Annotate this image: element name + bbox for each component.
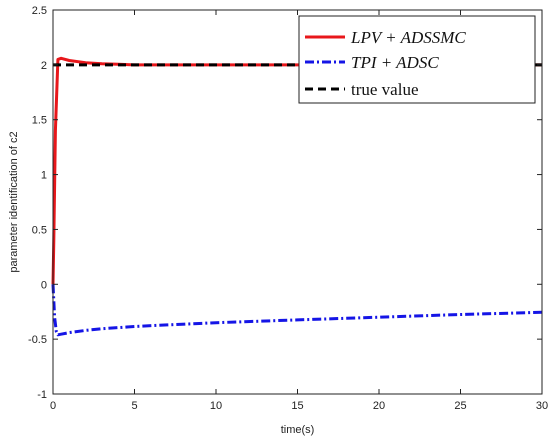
x-tick-label: 10 xyxy=(210,400,222,412)
x-axis-label: time(s) xyxy=(281,424,315,436)
y-tick-label: -0.5 xyxy=(28,334,47,346)
y-tick-label: 1 xyxy=(41,170,47,182)
y-tick-label: 2 xyxy=(41,60,47,72)
legend-label-lpv-adssmc: LPV + ADSSMC xyxy=(350,28,466,47)
y-tick-label: 0.5 xyxy=(32,224,47,236)
ticks: 0 5 10 15 20 25 30 -1 -0.5 0 0.5 1 1.5 2 2.5 xyxy=(28,5,548,412)
x-tick-label: 5 xyxy=(131,400,137,412)
y-axis-label: parameter identification of c2 xyxy=(8,131,20,272)
x-tick-label: 0 xyxy=(50,400,56,412)
legend-label-true-value: true value xyxy=(351,80,419,99)
y-tick-label: 1.5 xyxy=(32,115,47,127)
legend: LPV + ADSSMC TPI + ADSC true value xyxy=(298,15,536,104)
series-line-tpi-adsc xyxy=(51,284,543,337)
x-tick-label: 30 xyxy=(536,400,548,412)
x-tick-label: 20 xyxy=(373,400,385,412)
y-tick-label: 2.5 xyxy=(32,5,47,17)
y-tick-label: 0 xyxy=(41,279,47,291)
x-tick-label: 15 xyxy=(291,400,303,412)
y-tick-label: -1 xyxy=(37,389,47,401)
legend-label-tpi-adsc: TPI + ADSC xyxy=(351,53,439,72)
x-tick-label: 25 xyxy=(454,400,466,412)
